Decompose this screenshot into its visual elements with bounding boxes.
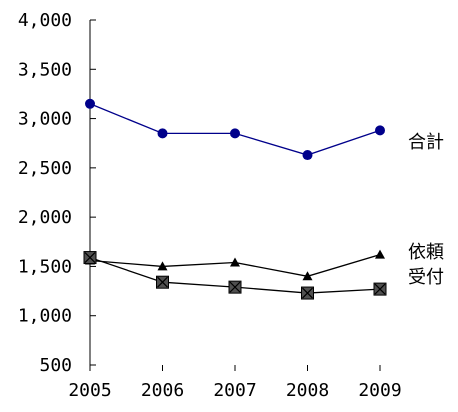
data-point-cross [84, 252, 96, 263]
data-point [85, 98, 95, 109]
data-point [157, 261, 168, 271]
series-label: 依頼 [408, 242, 444, 263]
y-tick-label: 1,500 [18, 256, 72, 277]
y-tick-label: 4,000 [18, 10, 72, 31]
x-tick-label: 2005 [68, 380, 111, 401]
x-axis-ticks: 2005 2006 2007 2008 2009 [68, 365, 402, 401]
y-axis-ticks: 4,000 3,500 3,000 2,500 2,000 1,500 1,000 500 [18, 10, 96, 376]
y-tick-label: 1,000 [18, 306, 72, 327]
y-tick-label: 2,500 [18, 158, 72, 179]
data-point-cross [157, 276, 168, 288]
data-point [302, 271, 313, 281]
data-point-cross [374, 283, 386, 295]
data-point [375, 125, 385, 136]
series-label: 合計 [408, 132, 444, 153]
y-tick-label: 2,000 [18, 207, 72, 228]
series-label: 受付 [408, 267, 444, 288]
data-point [230, 257, 240, 267]
data-point-cross [302, 287, 313, 299]
chart-series [83, 98, 387, 300]
data-point [230, 128, 240, 139]
y-tick-label: 3,500 [18, 59, 72, 80]
y-tick-label: 500 [39, 355, 72, 376]
data-point-cross [229, 281, 241, 293]
data-point [302, 150, 313, 161]
x-tick-label: 2008 [286, 380, 329, 401]
x-tick-label: 2009 [358, 380, 401, 401]
y-tick-label: 3,000 [18, 109, 72, 130]
x-tick-label: 2007 [213, 380, 256, 401]
data-point [157, 128, 168, 139]
x-tick-label: 2006 [141, 380, 184, 401]
data-point [375, 249, 385, 259]
